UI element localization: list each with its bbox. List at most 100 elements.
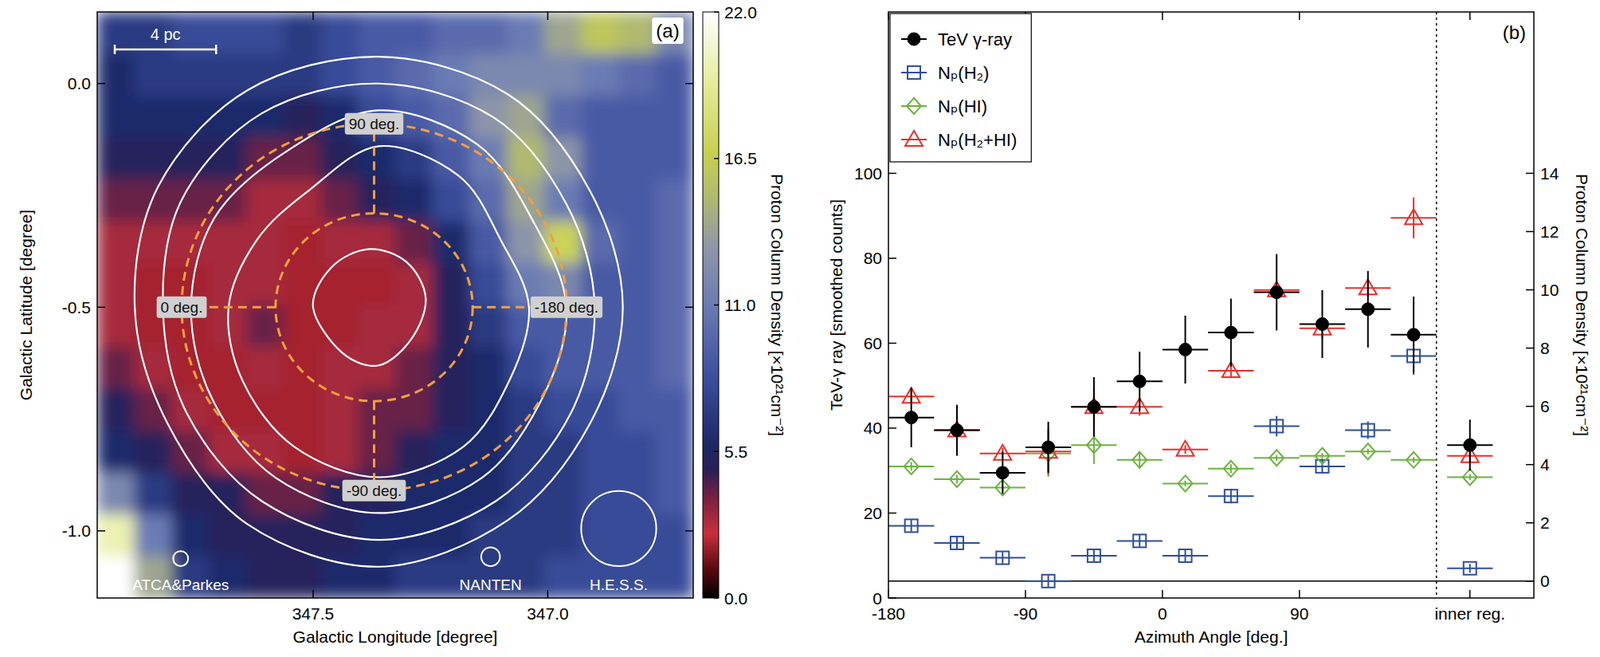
heat-cell [357,137,397,181]
heat-cell [470,262,509,306]
heat-cell [655,305,694,349]
heat-cell [97,11,136,55]
heat-cell [655,346,694,390]
x-tick [547,11,550,20]
colorbar-tick-label: 5.5 [724,442,748,461]
heat-cell [357,262,397,306]
x-error-bar [1025,580,1071,582]
figure: 90 deg.0 deg.-180 deg.-90 deg.4 pcATCA&P… [0,0,1600,657]
x-axis-title: Galactic Longitude [degree] [293,627,499,646]
heat-cell [208,54,248,98]
marker-triangle [1404,208,1423,224]
heat-cell [283,54,322,98]
marker-triangle [1085,397,1103,413]
marker-diamond [904,458,919,475]
heat-cell [432,221,471,265]
heat-cell [655,472,694,516]
marker-diamond [1178,474,1193,491]
heat-cell [655,221,694,265]
heat-cell [134,54,173,98]
beam-label: ATCA&Parkes [132,576,229,593]
heat-cell [283,556,322,599]
heat-cell [619,179,658,223]
x-axis-title: Azimuth Angle [deg.] [1134,627,1289,646]
heat-cell [172,179,211,223]
marker-square [1463,561,1477,575]
x-tick-label: 0 [1157,603,1168,623]
x-error-bar [1207,369,1254,372]
beam-label: H.E.S.S. [589,576,648,593]
y-tick [685,306,694,309]
separator-line [1435,11,1438,598]
marker-diamond [1223,460,1239,477]
y-tick-label: 0.0 [67,74,91,93]
legend-box [890,13,1032,162]
heat-cell [357,430,397,474]
heat-cell [97,388,136,432]
heat-cell [581,513,620,557]
heat-cell [395,388,434,432]
heat-cell [97,95,136,139]
y2-tick [1525,347,1534,350]
x-error-bar [1447,567,1493,569]
legend-label: Nₚ(HI) [937,96,988,117]
heat-cell [134,179,173,223]
x-error-bar [888,524,934,526]
heat-cell [357,179,397,223]
heat-cell [581,388,620,432]
heat-cell [97,221,136,265]
series [888,197,1493,475]
heat-cell [246,95,285,139]
x-tick [312,11,314,20]
frame [888,11,1534,598]
x-tick [1161,589,1164,598]
colorbar-tick [713,304,719,306]
panel-a: 90 deg.0 deg.-180 deg.-90 deg.4 pcATCA&P… [16,3,787,647]
marker-circle [1042,440,1055,454]
heat-cell [208,262,248,306]
heat-cell [97,556,136,599]
colorbar-tick-label: 22.0 [724,3,757,22]
heat-cell [246,346,285,390]
heat-cell [321,54,360,98]
y-axis-title: TeV-γ ray [smoothed counts] [827,199,846,411]
heat-cell [321,221,360,265]
heat-cell [544,54,583,98]
x-error-bar [1390,216,1436,219]
y-tick [97,82,106,85]
heat-cell [134,137,173,181]
marker-diamond [1360,443,1376,459]
heat-cell [544,179,583,223]
beams: ATCA&ParkesNANTENH.E.S.S. [132,490,656,593]
y-tick-label: 20 [863,503,883,522]
heat-cell [321,137,360,181]
heat-cell [619,346,658,390]
y2-tick [1525,289,1534,291]
heat-cell [283,262,322,306]
y-tick-label: -0.5 [62,298,91,317]
heat-cell [395,346,434,390]
heat-cell [172,137,211,181]
y-tick-label: 40 [863,418,883,437]
heat-cell [544,472,583,516]
heat-cell [321,262,360,306]
heat-cell [208,95,248,139]
x-tick [887,589,890,598]
y2-tick-label: 0 [1540,571,1550,590]
series [888,425,1493,495]
heat-cell [619,430,658,474]
marker-circle [1463,438,1477,451]
x-tick [547,589,550,598]
heat-cell [619,137,658,181]
heat-cell [208,11,248,55]
heat-cell [619,305,658,349]
x-error-bar [1070,554,1117,557]
x-error-bar [933,541,980,544]
frame [97,11,694,598]
marker-circle [1133,374,1146,388]
heat-cell [432,137,471,181]
heat-cell [432,346,471,390]
heat-cell [321,346,360,390]
y-tick-label: 60 [863,333,883,353]
colorbar-tick-label: 16.5 [724,149,757,168]
